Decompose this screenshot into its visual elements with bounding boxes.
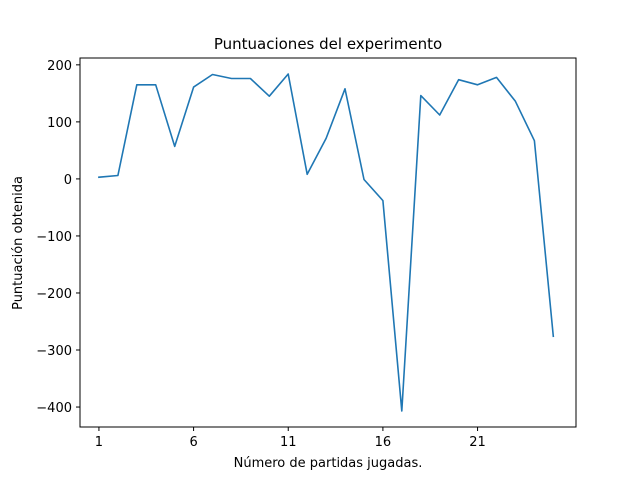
series-layer <box>98 73 555 412</box>
series-line <box>98 73 555 412</box>
y-tick-label: −100 <box>36 230 72 245</box>
y-tick-label: 200 <box>47 59 72 74</box>
y-tick-label: −300 <box>36 344 72 359</box>
x-tick-label: 11 <box>280 435 297 450</box>
x-tick-label: 6 <box>189 435 197 450</box>
x-tick-label: 21 <box>469 435 486 450</box>
y-tick-label: −200 <box>36 287 72 302</box>
x-tick-label: 16 <box>375 435 392 450</box>
y-tick-label: −400 <box>36 401 72 416</box>
y-tick-label: 0 <box>64 173 72 188</box>
plot-frame <box>79 57 577 428</box>
x-axis-title: Número de partidas jugadas. <box>234 456 423 471</box>
chart-title: Puntuaciones del experimento <box>214 35 442 53</box>
y-axis-title: Puntuación obtenida <box>11 176 26 310</box>
x-tick-label: 1 <box>95 435 103 450</box>
y-tick-label: 100 <box>47 116 72 131</box>
